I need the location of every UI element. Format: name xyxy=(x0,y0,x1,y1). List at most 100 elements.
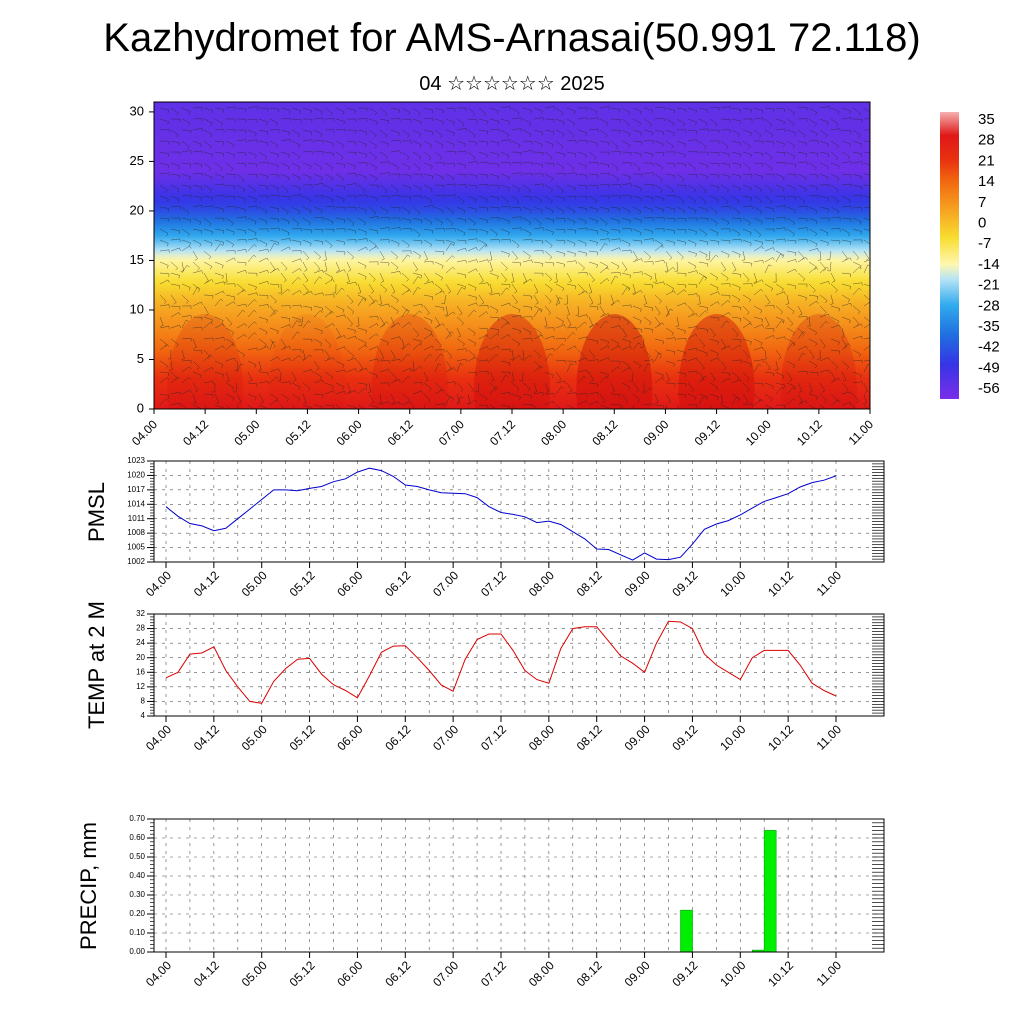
heatmap-warm-cell xyxy=(167,314,244,409)
heatmap-x-tick-label: 08.12 xyxy=(589,417,620,448)
pmsl-x-tick-label: 06.12 xyxy=(382,568,413,599)
colorbar-label: -42 xyxy=(978,339,1000,356)
pmsl-x-tick-label: 06.00 xyxy=(334,568,365,599)
pmsl-x-tick-label: 07.12 xyxy=(478,568,509,599)
colorbar-label: -21 xyxy=(978,277,1000,294)
pmsl-x-tick-label: 04.12 xyxy=(191,568,222,599)
heatmap-x-tick-label: 06.12 xyxy=(385,417,416,448)
temp-y-tick-label: 4 xyxy=(141,711,146,720)
colorbar-label: 21 xyxy=(978,152,995,169)
pmsl-x-tick-label: 08.12 xyxy=(574,568,605,599)
temp-x-tick-label: 08.00 xyxy=(526,722,557,753)
pmsl-x-tick-label: 05.00 xyxy=(239,568,270,599)
temp-x-tick-label: 07.00 xyxy=(430,722,461,753)
heatmap-y-tick-label: 20 xyxy=(130,202,144,217)
precip-x-tick-label: 05.12 xyxy=(287,958,318,989)
temp-x-tick-label: 05.00 xyxy=(239,722,270,753)
pmsl-axes: 1002 1005 1008 1011 1014 1017 1020 1023 04.00 04.… xyxy=(127,456,884,599)
pmsl-grid xyxy=(154,460,884,563)
pmsl-y-tick-label: 1002 xyxy=(127,557,145,566)
temp-x-tick-label: 06.00 xyxy=(334,722,365,753)
colorbar-label: 0 xyxy=(978,214,986,231)
precip-bar xyxy=(680,909,693,953)
temp-x-tick-label: 04.12 xyxy=(191,722,222,753)
temp-y-tick-label: 8 xyxy=(141,697,146,706)
pmsl-y-tick-label: 1008 xyxy=(127,528,145,537)
colorbar-label: 35 xyxy=(978,111,995,128)
heatmap-warm-cell xyxy=(576,314,653,409)
temp-x-tick-label: 09.00 xyxy=(622,722,653,753)
heatmap-x-tick-label: 10.12 xyxy=(794,417,825,448)
precip-y-tick-label: 0.30 xyxy=(129,890,145,899)
precip-x-tick-label: 05.00 xyxy=(239,958,270,989)
temp-series-line xyxy=(165,620,837,704)
precip-x-tick-label: 11.00 xyxy=(814,958,845,989)
heatmap-x-tick-label: 11.00 xyxy=(846,417,877,448)
temp-frame xyxy=(153,613,885,717)
temp-x-tick-label: 06.12 xyxy=(382,722,413,753)
heatmap-y-tick-label: 10 xyxy=(130,301,144,316)
precip-y-tick-label: 0.40 xyxy=(129,871,145,880)
pmsl-y-axis-label: PMSL xyxy=(84,482,109,542)
heatmap-y-tick-label: 0 xyxy=(137,400,144,415)
colorbar-label: 28 xyxy=(978,132,995,149)
pmsl-x-tick-label: 09.12 xyxy=(669,568,700,599)
heatmap-y-tick-label: 25 xyxy=(130,153,144,168)
heatmap-x-tick-label: 09.00 xyxy=(640,417,671,448)
temp-y-tick-label: 28 xyxy=(136,624,145,633)
precip-y-tick-label: 0.20 xyxy=(129,909,145,918)
colorbar-label: -7 xyxy=(978,235,991,252)
temp-x-tick-label: 07.12 xyxy=(478,722,509,753)
pmsl-x-tick-label: 11.00 xyxy=(814,568,845,599)
heatmap-warm-cell xyxy=(269,314,346,409)
colorbar-label: 7 xyxy=(978,194,986,211)
temp-y-tick-label: 20 xyxy=(136,653,145,662)
heatmap-x-tick-label: 09.12 xyxy=(692,417,723,448)
precip-x-tick-label: 09.00 xyxy=(622,958,653,989)
colorbar-label: -49 xyxy=(978,359,1000,376)
pmsl-y-tick-label: 1017 xyxy=(127,485,145,494)
heatmap-x-tick-label: 04.12 xyxy=(180,417,211,448)
heatmap-x-axis: 04.00 04.12 05.00 05.12 06.00 06.12 07.00 07.12… xyxy=(129,409,876,448)
heatmap-x-tick-label: 05.12 xyxy=(282,417,313,448)
precip-y-tick-label: 0.50 xyxy=(129,852,145,861)
pmsl-x-tick-label: 07.00 xyxy=(430,568,461,599)
colorbar-scale xyxy=(940,112,959,399)
heatmap-x-tick-label: 07.12 xyxy=(487,417,518,448)
precip-x-tick-label: 06.12 xyxy=(382,958,413,989)
temp-x-tick-label: 05.12 xyxy=(287,722,318,753)
precip-x-tick-label: 04.12 xyxy=(191,958,222,989)
heatmap-y-tick-label: 5 xyxy=(137,351,144,366)
precip-y-tick-label: 0.70 xyxy=(129,814,145,823)
precip-x-tick-label: 10.12 xyxy=(765,958,796,989)
pmsl-y-tick-label: 1014 xyxy=(127,499,145,508)
precip-x-tick-label: 08.12 xyxy=(574,958,605,989)
colorbar-labels: 35 28 21 14 7 0 -7 -14 -21 -28 -35 -42 -49 -56 xyxy=(978,111,1000,397)
temp-x-tick-label: 10.12 xyxy=(765,722,796,753)
precip-x-tick-label: 08.00 xyxy=(526,958,557,989)
temp-y-tick-label: 12 xyxy=(136,682,145,691)
heatmap-warm-cell xyxy=(371,314,448,409)
temp-y-axis-label: TEMP at 2 M xyxy=(84,601,109,729)
temp-x-tick-label: 08.12 xyxy=(574,722,605,753)
temp-y-tick-label: 32 xyxy=(136,609,145,618)
temp-x-tick-label: 10.00 xyxy=(717,722,748,753)
temp-x-tick-label: 11.00 xyxy=(814,722,845,753)
pmsl-x-tick-label: 10.00 xyxy=(717,568,748,599)
precip-x-tick-label: 07.12 xyxy=(478,958,509,989)
temp-y-tick-label: 24 xyxy=(136,638,145,647)
colorbar-label: -35 xyxy=(978,318,1000,335)
wind-barbs xyxy=(159,106,870,409)
heatmap-y-tick-label: 30 xyxy=(130,103,144,118)
precip-y-tick-label: 0.00 xyxy=(129,947,145,956)
precip-y-tick-label: 0.60 xyxy=(129,833,145,842)
pmsl-x-tick-label: 09.00 xyxy=(622,568,653,599)
pmsl-x-tick-label: 10.12 xyxy=(765,568,796,599)
precip-x-tick-label: 06.00 xyxy=(334,958,365,989)
heatmap-y-axis: 0 5 10 15 20 25 30 xyxy=(130,103,154,415)
temp-x-tick-label: 04.00 xyxy=(143,722,174,753)
pmsl-x-tick-label: 08.00 xyxy=(526,568,557,599)
precip-panel: 0.00 0.10 0.20 0.30 0.40 0.50 0.60 0.70 04.00 04.… xyxy=(76,814,885,989)
pmsl-y-tick-label: 1023 xyxy=(127,456,145,465)
